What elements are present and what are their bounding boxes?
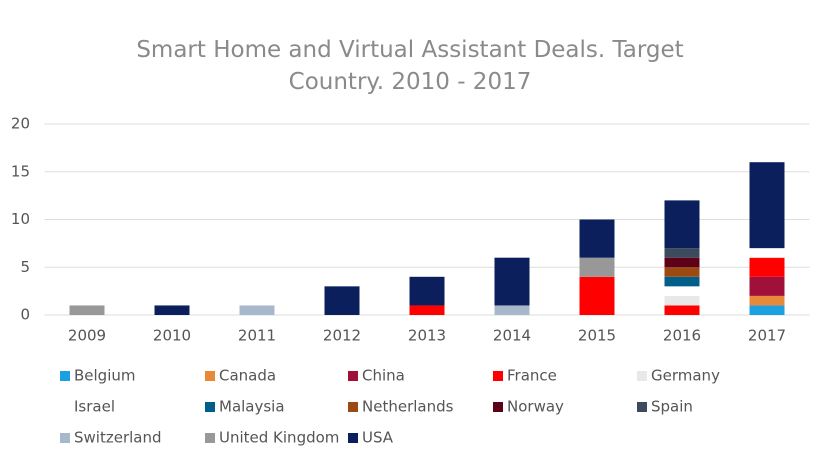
legend-swatch bbox=[348, 402, 358, 412]
legend-swatch bbox=[205, 433, 215, 443]
bar-segment bbox=[749, 276, 785, 296]
x-tick-label: 2012 bbox=[323, 327, 361, 345]
legend-swatch bbox=[60, 402, 70, 412]
bar-segment bbox=[409, 276, 445, 306]
legend-swatch bbox=[205, 402, 215, 412]
legend-label: Norway bbox=[507, 398, 564, 416]
legend-label: Switzerland bbox=[74, 429, 162, 447]
x-tick-label: 2013 bbox=[408, 327, 446, 345]
bar-segment bbox=[69, 305, 105, 315]
legend-swatch bbox=[205, 371, 215, 381]
bar-segment bbox=[494, 257, 530, 306]
legend-label: China bbox=[362, 367, 405, 385]
legend-label: Israel bbox=[74, 398, 115, 416]
legend-swatch bbox=[493, 371, 503, 381]
legend-label: USA bbox=[362, 429, 394, 447]
legend-label: Spain bbox=[651, 398, 693, 416]
bar-segment bbox=[579, 257, 615, 277]
y-tick-label: 0 bbox=[20, 306, 30, 324]
legend-label: Netherlands bbox=[362, 398, 454, 416]
legend-label: Germany bbox=[651, 367, 720, 385]
x-tick-label: 2014 bbox=[493, 327, 531, 345]
bar-segment bbox=[664, 257, 700, 268]
legend-label: Belgium bbox=[74, 367, 136, 385]
x-tick-label: 2010 bbox=[153, 327, 191, 345]
bar-segment bbox=[664, 200, 700, 249]
y-tick-label: 20 bbox=[11, 115, 30, 133]
bar-segment bbox=[579, 219, 615, 258]
legend-swatch bbox=[493, 402, 503, 412]
legend-swatch bbox=[60, 433, 70, 443]
bar-segment bbox=[664, 305, 700, 315]
legend-swatch bbox=[348, 371, 358, 381]
bar-segment bbox=[749, 248, 785, 258]
bar-segment bbox=[664, 295, 700, 306]
bar-segment bbox=[664, 276, 700, 287]
bar-segment bbox=[154, 305, 190, 315]
y-tick-label: 5 bbox=[20, 258, 30, 276]
legend-swatch bbox=[348, 433, 358, 443]
legend-label: Canada bbox=[219, 367, 276, 385]
bar-segment bbox=[749, 162, 785, 249]
bar-segment bbox=[409, 305, 445, 315]
bar-segment bbox=[664, 286, 700, 296]
x-tick-label: 2009 bbox=[68, 327, 106, 345]
bar-segment bbox=[494, 305, 530, 315]
legend-label: France bbox=[507, 367, 557, 385]
chart-title: Smart Home and Virtual Assistant Deals. … bbox=[136, 37, 684, 95]
legend-label: Malaysia bbox=[219, 398, 285, 416]
bar-segment bbox=[239, 305, 275, 315]
bar-segment bbox=[664, 267, 700, 277]
y-tick-label: 15 bbox=[11, 162, 30, 180]
x-tick-label: 2016 bbox=[663, 327, 701, 345]
bar-segment bbox=[579, 276, 615, 315]
legend-label: United Kingdom bbox=[219, 429, 339, 447]
bar-segment bbox=[324, 286, 360, 315]
legend-swatch bbox=[637, 402, 647, 412]
bar-segment bbox=[749, 305, 785, 315]
bar-segment bbox=[749, 295, 785, 306]
x-tick-label: 2015 bbox=[578, 327, 616, 345]
bar-segment bbox=[749, 257, 785, 277]
bar-segment bbox=[664, 248, 700, 258]
x-tick-label: 2011 bbox=[238, 327, 276, 345]
x-tick-label: 2017 bbox=[748, 327, 786, 345]
y-tick-label: 10 bbox=[11, 210, 30, 228]
legend-swatch bbox=[637, 371, 647, 381]
legend-swatch bbox=[60, 371, 70, 381]
